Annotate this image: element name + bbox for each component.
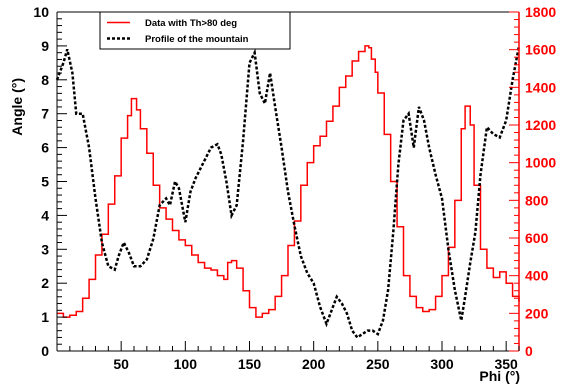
- y2-tick-label: 400: [525, 268, 549, 284]
- y2-tick-label: 200: [525, 305, 549, 321]
- x-tick-label: 50: [113, 356, 129, 372]
- y-tick-label: 2: [41, 275, 49, 291]
- y-tick-label: 3: [41, 241, 49, 257]
- legend-label-profile: Profile of the mountain: [145, 34, 249, 45]
- x-tick-label: 250: [366, 356, 390, 372]
- x-tick-label: 150: [238, 356, 262, 372]
- y2-tick-label: 1200: [525, 117, 556, 133]
- x-tick-label: 100: [174, 356, 198, 372]
- y2-tick-label: 1000: [525, 155, 556, 171]
- y2-tick-label: 800: [525, 192, 549, 208]
- y-axis-title: Angle (°): [9, 78, 25, 136]
- left-axis: 0 1 2 3 4 5 6 7 8 9 10: [33, 4, 67, 359]
- legend: Data with Th>80 deg Profile of the mount…: [99, 11, 291, 50]
- y2-tick-label: 1400: [525, 79, 556, 95]
- series-data-line: [57, 45, 520, 318]
- y2-tick-label: 1800: [525, 4, 556, 20]
- y-tick-label: 7: [41, 106, 49, 122]
- x-tick-label: 350: [494, 356, 518, 372]
- frame-layer: [56, 11, 520, 352]
- y-tick-label: 4: [41, 207, 49, 223]
- right-axis: 0 200 400 600 800 1000 1200 1400 1600 1800: [509, 4, 556, 359]
- series-profile-line: [55, 45, 521, 340]
- x-tick-label: 300: [430, 356, 454, 372]
- y2-tick-label: 0: [525, 343, 533, 359]
- y2-tick-label: 1600: [525, 42, 556, 58]
- y-tick-label: 1: [41, 309, 49, 325]
- bottom-axis: 50 100 150 200 250 300 350: [56, 341, 520, 372]
- y-tick-label: 5: [41, 174, 49, 190]
- y-tick-label: 6: [41, 140, 49, 156]
- legend-box: [99, 11, 291, 50]
- y2-tick-label: 600: [525, 230, 549, 246]
- x-axis-title: Phi (°): [479, 368, 520, 384]
- y-tick-label: 9: [41, 38, 49, 54]
- series-layer: [55, 45, 521, 340]
- x-tick-label: 200: [302, 356, 326, 372]
- legend-label-data: Data with Th>80 deg: [145, 18, 237, 29]
- y-tick-label: 0: [41, 343, 49, 359]
- y-tick-label: 10: [33, 4, 49, 20]
- y-tick-label: 8: [41, 72, 49, 88]
